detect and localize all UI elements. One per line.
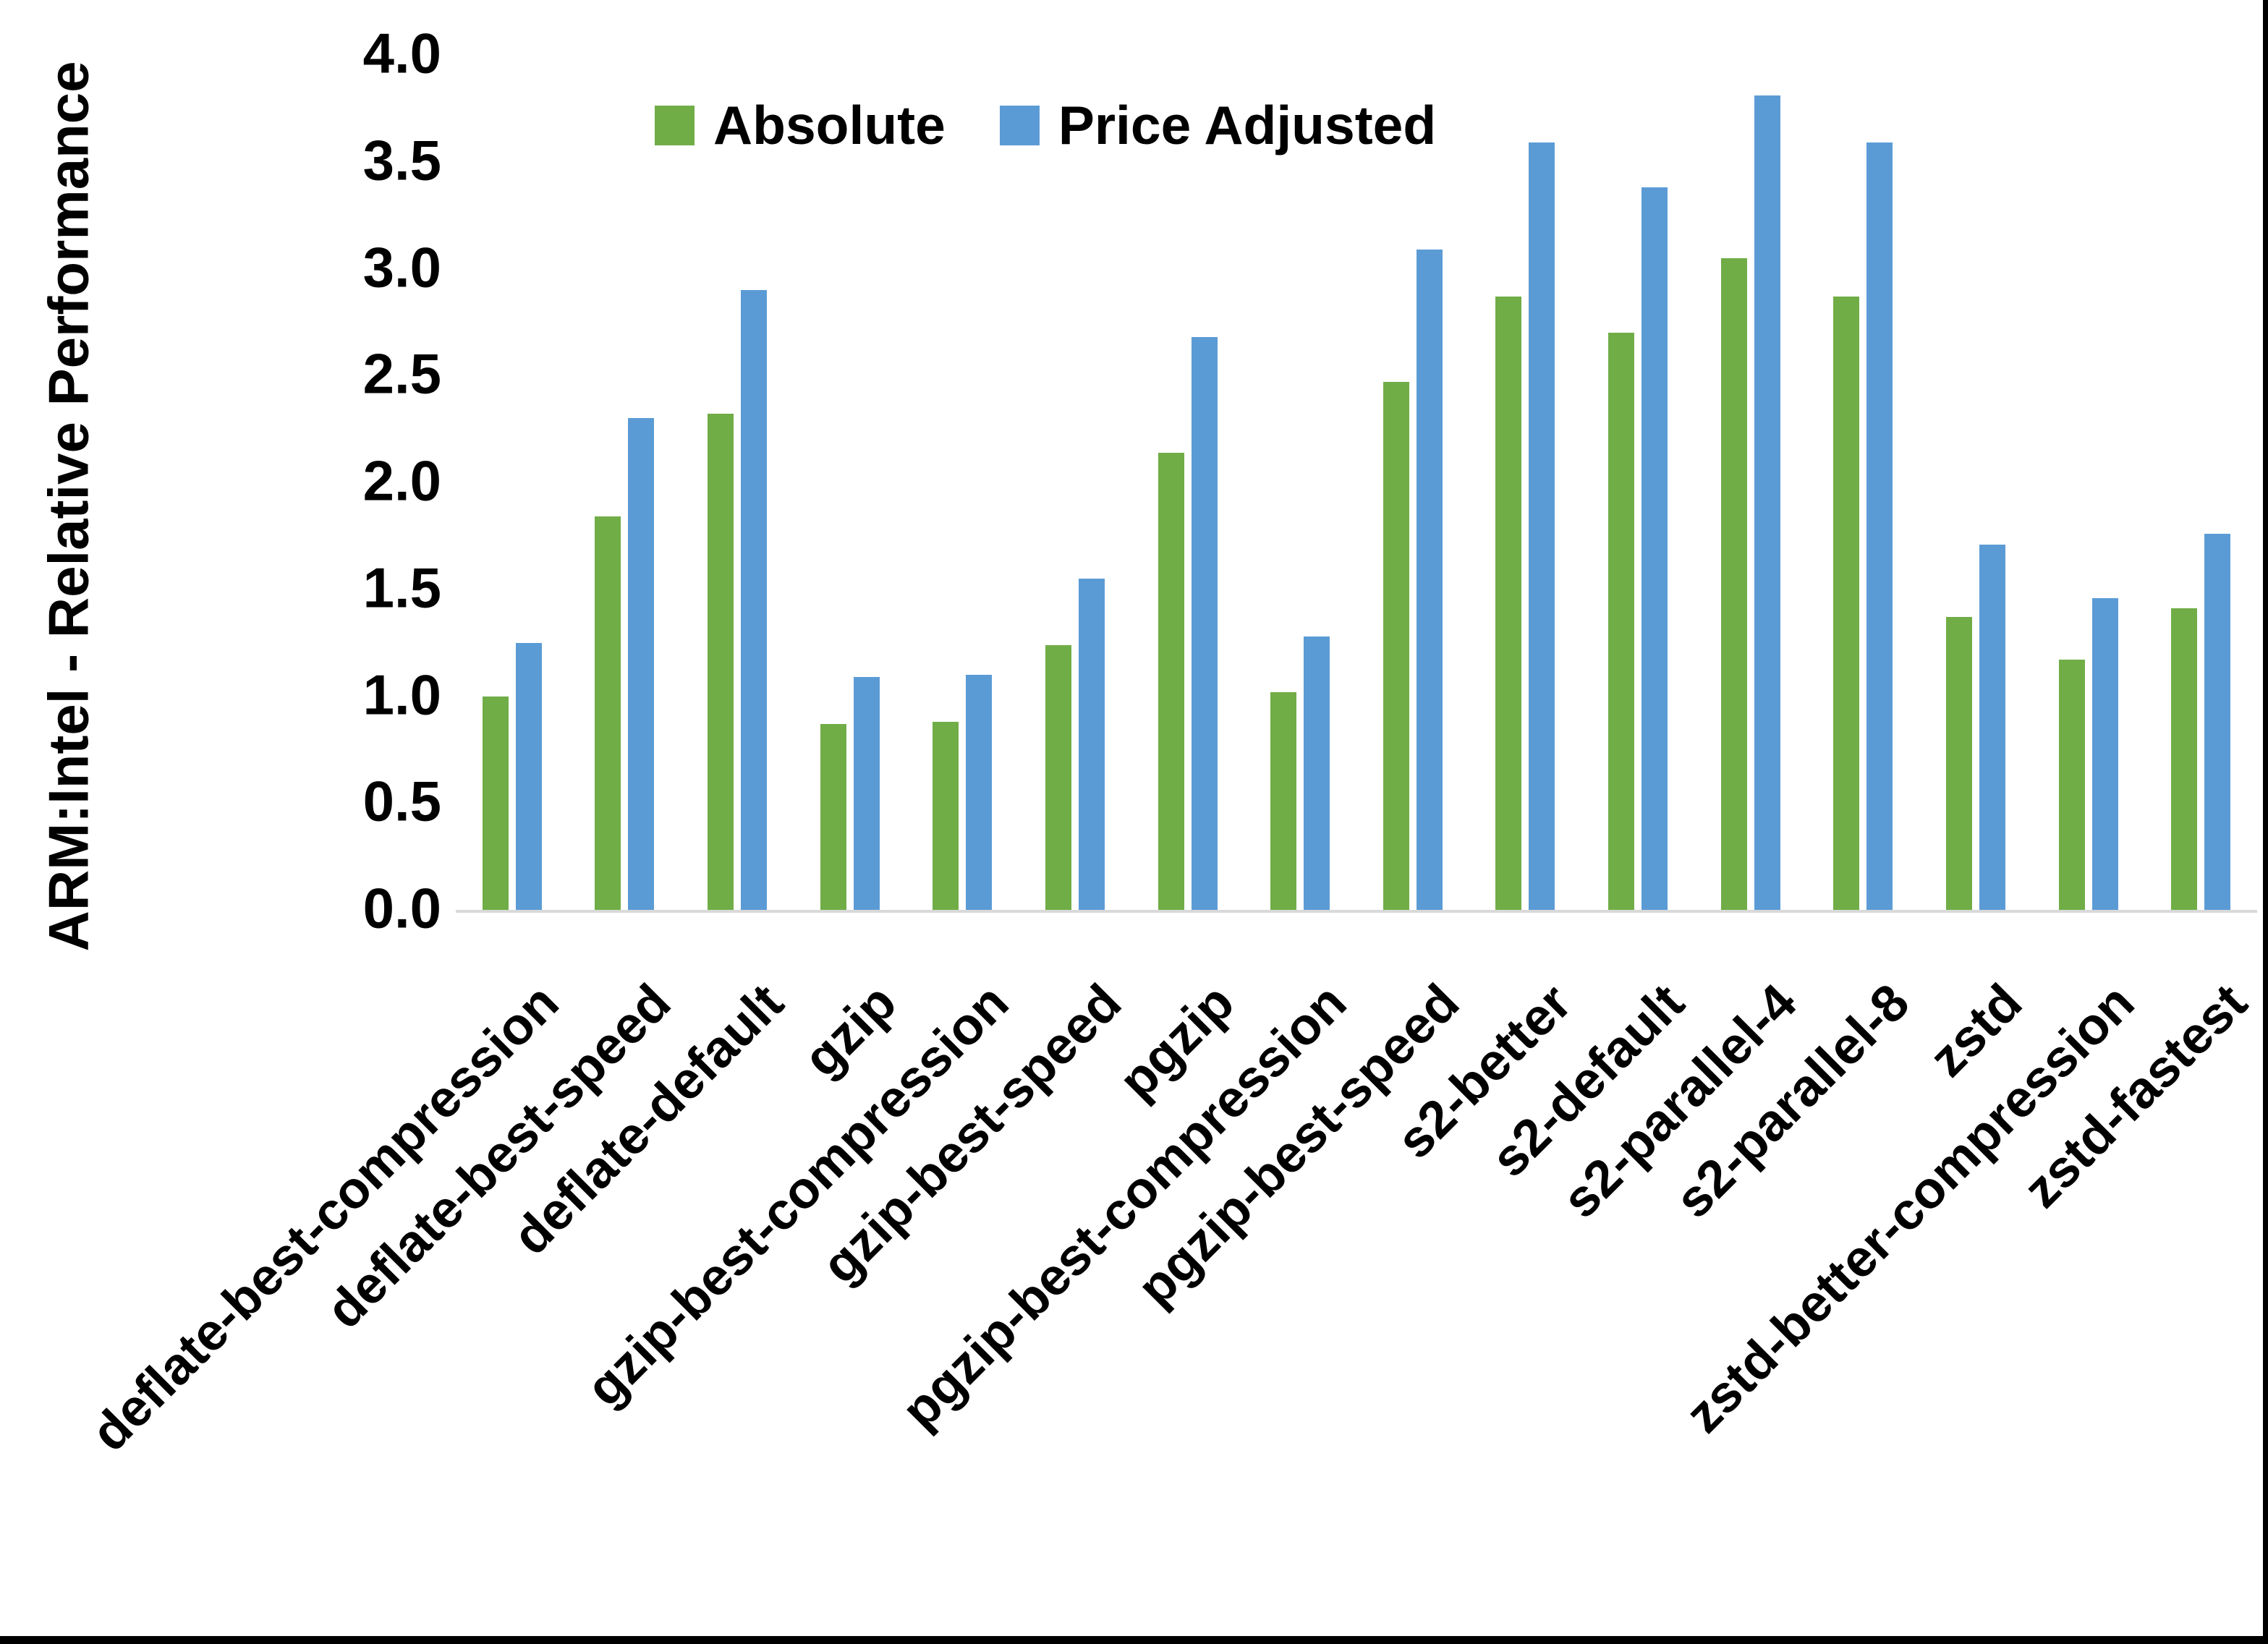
bar-group <box>1581 55 1694 910</box>
bar-group <box>2032 55 2145 910</box>
bar-absolute-s2-parallel-8 <box>1833 296 1860 910</box>
bar-group <box>1356 55 1469 910</box>
bar-group <box>906 55 1019 910</box>
y-tick-label: 2.0 <box>362 448 441 513</box>
y-tick-label: 3.5 <box>362 128 441 192</box>
bar-price-adjusted-pgzip-best-speed <box>1416 249 1443 910</box>
legend-label-price-adjusted: Price Adjusted <box>1058 95 1437 156</box>
y-tick-label: 1.0 <box>362 663 441 727</box>
y-tick-label: 0.5 <box>362 769 441 833</box>
bar-group <box>794 55 906 910</box>
bar-price-adjusted-deflate-best-compression <box>515 642 542 910</box>
bar-group <box>456 55 569 910</box>
bar-absolute-gzip-best-compression <box>933 721 959 910</box>
bar-price-adjusted-s2-parallel-4 <box>1754 95 1780 910</box>
bar-group <box>1919 55 2032 910</box>
bar-price-adjusted-gzip-best-speed <box>1078 578 1105 910</box>
bar-group <box>1244 55 1356 910</box>
bar-price-adjusted-zstd-fastest <box>2204 533 2231 910</box>
y-tick-label: 2.5 <box>362 341 441 406</box>
bar-absolute-pgzip-best-compression <box>1270 691 1297 910</box>
bar-price-adjusted-deflate-default <box>741 290 768 910</box>
bar-price-adjusted-s2-default <box>1641 187 1668 910</box>
bar-absolute-deflate-default <box>708 414 734 910</box>
bar-absolute-deflate-best-speed <box>595 516 621 910</box>
bar-price-adjusted-s2-better <box>1529 142 1555 910</box>
bar-price-adjusted-pgzip-best-compression <box>1304 636 1330 910</box>
bar-group <box>1807 55 1920 910</box>
bar-absolute-pgzip-best-speed <box>1383 382 1409 910</box>
bar-absolute-s2-better <box>1495 296 1522 910</box>
bar-absolute-gzip <box>820 723 846 910</box>
bar-absolute-pgzip <box>1158 452 1184 910</box>
bar-absolute-zstd-better-compression <box>2058 660 2085 910</box>
bar-price-adjusted-deflate-best-speed <box>628 418 655 910</box>
legend-item-price-adjusted: Price Adjusted <box>999 94 1437 156</box>
bar-group <box>1694 55 1807 910</box>
bar-price-adjusted-zstd-better-compression <box>2091 597 2118 910</box>
image-right-border <box>2263 0 2268 1644</box>
bar-group <box>1131 55 1244 910</box>
bar-group <box>1469 55 1582 910</box>
bar-absolute-zstd-fastest <box>2171 608 2198 910</box>
legend-swatch-absolute <box>655 105 695 145</box>
bar-absolute-deflate-best-compression <box>482 696 509 910</box>
bar-absolute-gzip-best-speed <box>1045 644 1071 910</box>
bar-price-adjusted-gzip <box>853 676 880 910</box>
plot-area <box>456 55 2257 913</box>
bar-price-adjusted-pgzip <box>1191 337 1218 910</box>
y-tick-label: 1.5 <box>362 555 441 620</box>
legend-item-absolute: Absolute <box>655 94 946 156</box>
bar-absolute-s2-parallel-4 <box>1720 257 1747 910</box>
bar-group <box>1019 55 1131 910</box>
bar-group <box>681 55 794 910</box>
image-bottom-border <box>0 1636 2268 1644</box>
bar-price-adjusted-gzip-best-compression <box>966 674 993 910</box>
y-tick-label: 4.0 <box>362 21 441 85</box>
bar-group <box>2144 55 2257 910</box>
bar-absolute-zstd <box>1945 617 1972 910</box>
bar-absolute-s2-default <box>1608 333 1635 910</box>
bar-price-adjusted-zstd <box>1979 544 2005 910</box>
legend-swatch-price-adjusted <box>999 105 1040 145</box>
bar-price-adjusted-s2-parallel-8 <box>1866 142 1893 910</box>
y-tick-label: 3.0 <box>362 235 441 299</box>
y-tick-label: 0.0 <box>362 876 441 940</box>
legend: Absolute Price Adjusted <box>655 94 1436 156</box>
bar-group <box>569 55 681 910</box>
legend-label-absolute: Absolute <box>713 95 946 156</box>
